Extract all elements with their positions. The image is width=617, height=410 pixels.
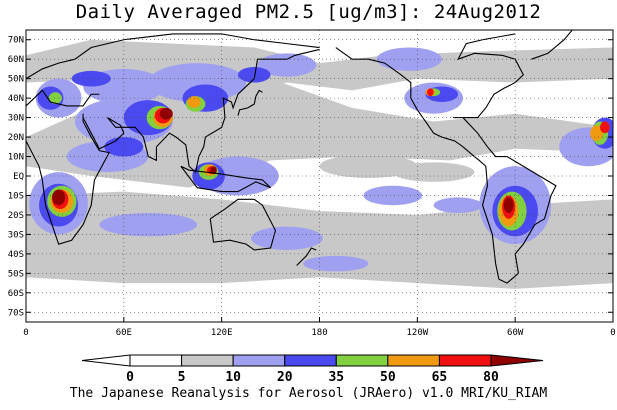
lon-tick-label: 180 [311,328,327,338]
pm25-region [187,96,201,108]
pm25-region [210,166,217,175]
coast-greenland [531,30,573,60]
lat-tick-label: 50S [8,269,24,279]
colorbar: 0 5 10 20 35 50 65 80 [81,354,544,385]
pm25-band-tropics [26,78,613,188]
lat-tick-label: 60S [8,289,24,299]
pm25-region [251,226,323,250]
pm25-region [159,107,173,120]
colorbar-label: 50 [380,370,396,385]
lat-tick-label: 40N [8,94,24,104]
colorbar-label: 0 [126,370,134,385]
pm25-region [71,70,111,87]
lat-tick-label: 20N [8,133,24,143]
lon-tick-label: 0 [23,328,28,338]
pm25-region [503,197,514,213]
coast-americas [335,33,557,284]
colorbar-segment [438,354,492,367]
lon-tick-label: 120E [211,328,233,338]
colorbar-label: 20 [277,370,293,385]
coast-australia [209,198,277,251]
coast-maritime-se-asia [180,165,271,193]
lat-tick-label: 30N [8,114,24,124]
lon-tick-label: 60E [116,328,132,338]
pm25-region [52,189,66,206]
colorbar-label: 80 [483,370,499,385]
colorbar-high-arrow [490,354,544,367]
lat-tick-label: EQ [13,172,24,182]
pm25-region [237,66,271,83]
colorbar-low-arrow [81,354,131,367]
colorbar-label: 35 [328,370,344,385]
lon-tick-label: 0 [610,328,615,338]
pm25-region [590,125,604,141]
map-title: Daily Averaged PM2.5 [ug/m3]: 24Aug2012 [75,1,542,23]
lat-tick-label: 60N [8,55,24,65]
map-area [26,30,613,322]
colorbar-segment [284,354,337,367]
lat-tick-label: 10S [8,191,24,201]
coastline-layer [26,30,573,284]
axis-ticks: 70N 60N 50N 40N 30N 20N 10N EQ 10S 20S 30S 40S 50S 60… [8,36,616,338]
pm25-region [376,47,442,71]
pm25-region [303,255,369,272]
gridline-layer [26,30,613,322]
pm25-region [599,121,610,134]
pm25-region [363,185,423,206]
lat-tick-label: 70S [8,308,24,318]
lat-tick-label: 10N [8,153,24,163]
pm25-region [48,92,62,104]
colorbar-label: 65 [432,370,448,385]
colorbar-segment [232,354,286,367]
pm25-region [392,162,475,182]
colorbar-segment [387,354,440,367]
footer-credit: The Japanese Reanalysis for Aerosol (JRA… [69,386,548,401]
colorbar-segment [181,354,234,367]
colorbar-label: 10 [225,370,241,385]
lat-tick-label: 70N [8,36,24,46]
coast-asia-south-east [82,48,320,174]
lon-tick-label: 120W [406,328,428,338]
colorbar-label: 5 [178,370,186,385]
pm25-region [99,212,198,237]
lon-tick-label: 60W [507,328,524,338]
pm25-region [427,88,434,97]
coast-eurasia-north [26,33,320,80]
coast-japan [237,89,263,116]
coast-new-zealand [296,247,317,266]
lat-tick-label: 40S [8,250,24,260]
lat-tick-label: 30S [8,230,24,240]
lat-tick-label: 20S [8,211,24,221]
colorbar-segment [335,354,389,367]
lat-tick-label: 50N [8,75,24,85]
pm25-region [433,197,483,213]
coast-mediterranean [26,89,100,107]
coast-africa [26,105,110,245]
colorbar-segment [129,354,183,367]
